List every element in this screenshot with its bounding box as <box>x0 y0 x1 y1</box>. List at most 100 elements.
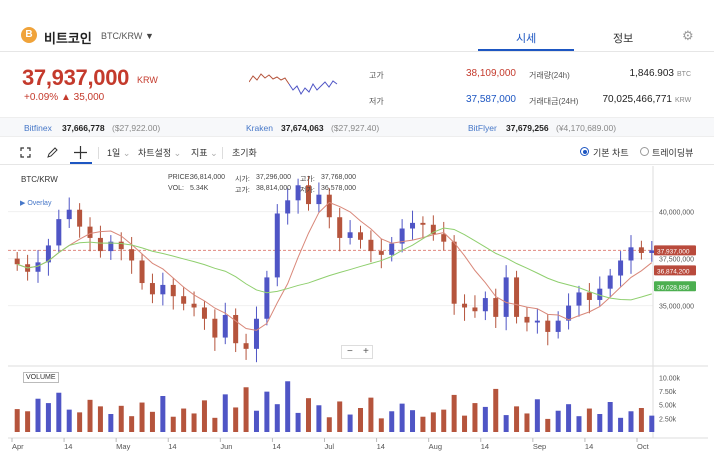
candle-body <box>181 296 187 304</box>
candle-body <box>607 275 613 289</box>
volume-bar <box>378 418 384 432</box>
exchange-bar: Bitfinex 37,666,778 ($27,922.00) Kraken … <box>0 117 714 137</box>
volume-bar <box>607 402 613 432</box>
legend-close-label: 고가: <box>300 176 315 183</box>
reset-button[interactable]: 초기화 <box>232 148 257 158</box>
volume-bar <box>149 411 155 432</box>
tradingview-radio[interactable] <box>640 147 649 156</box>
exchange-name[interactable]: BitFlyer <box>468 123 497 133</box>
volume-bar <box>160 396 166 432</box>
volume-bar <box>181 408 187 432</box>
volume-bar <box>35 398 41 432</box>
legend-high-value: 38,814,000 <box>256 185 292 192</box>
volume-bar <box>170 416 176 432</box>
volume-bar <box>14 409 20 432</box>
candle-body <box>503 277 509 317</box>
y-tick-label: 40,000,000 <box>659 210 694 217</box>
x-tick-label: Apr <box>12 442 24 451</box>
amount-label: 거래대금(24H) <box>529 97 579 106</box>
candle-body <box>66 209 72 220</box>
x-tick-label: 14 <box>64 442 72 451</box>
exchange-price: 37,674,063 <box>281 123 324 133</box>
zoom-in-button[interactable]: + <box>363 346 369 357</box>
price-tag-label: 36,028,886 <box>657 284 690 291</box>
candle-body <box>316 194 322 205</box>
coin-header: B 비트코인 BTC/KRW ▼ 시세 정보 ⚙ <box>0 0 714 52</box>
candle-body <box>545 320 551 332</box>
chevron-down-icon[interactable]: ▼ <box>145 31 154 41</box>
candle-body <box>378 251 384 255</box>
price-unit: KRW <box>137 75 158 85</box>
pencil-icon[interactable] <box>47 147 58 158</box>
exchange-jpy: (¥4,170,689.00) <box>556 123 617 133</box>
volume-bar <box>139 402 145 432</box>
volume-bar <box>305 398 311 432</box>
zoom-out-button[interactable]: − <box>347 346 353 357</box>
volume-bar <box>420 416 426 432</box>
candle-body <box>555 320 561 332</box>
tab-market[interactable]: 시세 <box>516 33 537 45</box>
low-value: 37,587,000 <box>465 94 516 105</box>
candle-body <box>253 318 259 349</box>
candle-body <box>514 277 520 317</box>
basic-chart-radio[interactable] <box>580 147 589 156</box>
volume-bar <box>347 414 353 432</box>
overlay-toggle[interactable]: ▶ Overlay <box>20 200 52 207</box>
exchange-name[interactable]: Kraken <box>246 123 273 133</box>
volume-bar <box>451 394 457 432</box>
x-tick-label: Jul <box>325 442 335 451</box>
basic-chart-label[interactable]: 기본 차트 <box>593 148 629 158</box>
volume-pane-label: VOLUME <box>23 372 59 383</box>
volume-bar <box>45 403 51 432</box>
chart-settings-select[interactable]: 차트설정 ⌄ <box>138 146 181 159</box>
volume-tick-label: 7.50k <box>659 389 677 396</box>
volume-bar <box>358 408 364 432</box>
toolbar-divider <box>222 147 223 159</box>
coin-pair[interactable]: BTC/KRW <box>101 31 143 41</box>
expand-icon[interactable] <box>20 147 31 158</box>
volume-bar <box>628 411 634 432</box>
candle-body <box>618 260 624 276</box>
amount-unit: KRW <box>675 97 692 104</box>
volume-bar <box>430 412 436 432</box>
active-tool-indicator <box>70 162 92 164</box>
candle-body <box>274 213 280 278</box>
candle-body <box>534 320 540 323</box>
price-tag <box>654 281 696 292</box>
coin-name[interactable]: 비트코인 <box>44 31 92 46</box>
candle-body <box>399 228 405 244</box>
price-tag <box>654 265 696 276</box>
candle-body <box>264 277 270 319</box>
volume-bar <box>66 409 72 432</box>
candle-body <box>305 185 311 205</box>
volume-bar <box>441 409 447 432</box>
exchange-name[interactable]: Bitfinex <box>24 123 52 133</box>
y-tick-label: 37,500,000 <box>659 257 694 264</box>
legend-high-label: 고가: <box>235 187 250 194</box>
legend-close-value: 37,768,000 <box>321 174 357 181</box>
volume-bar <box>97 406 103 432</box>
candle-body <box>35 262 41 272</box>
volume-bar <box>514 406 520 432</box>
candle-body <box>586 292 592 300</box>
indicators-select[interactable]: 지표 ⌄ <box>191 146 218 159</box>
candle-body <box>430 224 436 235</box>
x-tick-label: Aug <box>429 442 442 451</box>
candle-body <box>347 232 353 238</box>
gear-icon[interactable]: ⚙ <box>682 28 694 43</box>
volume-bar <box>326 417 332 432</box>
crosshair-icon[interactable] <box>74 146 87 159</box>
x-tick-label: May <box>116 442 130 451</box>
low-label: 저가 <box>369 97 384 106</box>
volume-unit: BTC <box>677 71 691 78</box>
interval-select[interactable]: 1일 ⌄ <box>107 146 130 159</box>
candle-body <box>170 284 176 297</box>
price-chart[interactable]: 40,000,000 37,500,000 35,000,000 37,937,000… <box>8 166 708 456</box>
candle-body <box>108 241 114 252</box>
tab-info[interactable]: 정보 <box>613 33 634 45</box>
tradingview-label[interactable]: 트레이딩뷰 <box>652 148 694 158</box>
candle-body <box>493 298 499 317</box>
zoom-control: − + <box>341 345 373 359</box>
candle-body <box>212 318 218 338</box>
candle-body <box>420 222 426 225</box>
